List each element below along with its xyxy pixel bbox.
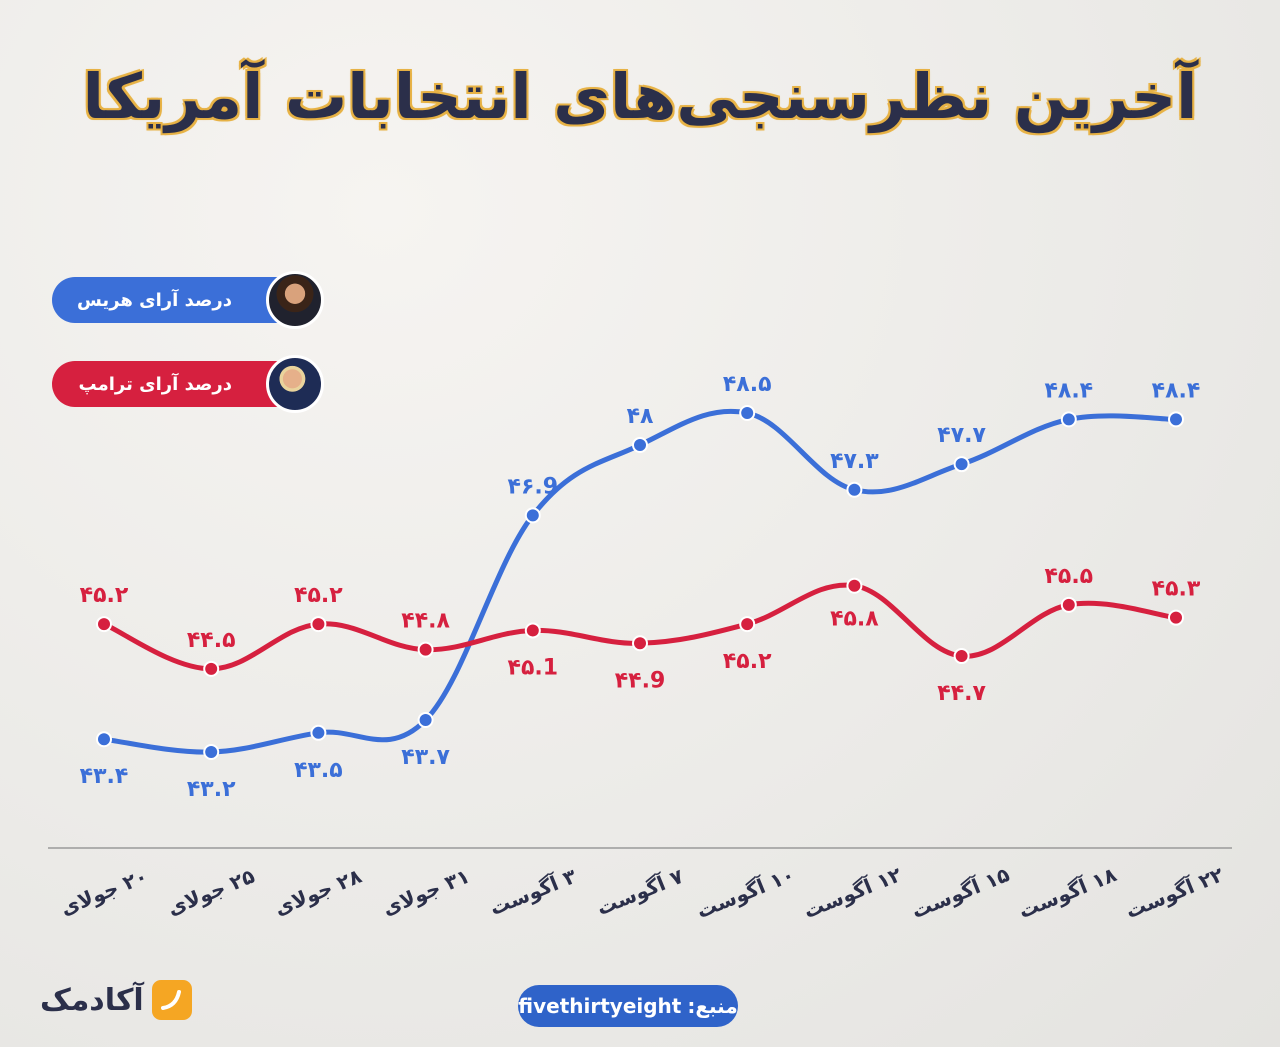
data-label-trump: ۴۵.۸ bbox=[830, 607, 879, 632]
data-point-harris bbox=[203, 744, 220, 760]
data-point-harris bbox=[953, 456, 970, 473]
data-point-trump bbox=[417, 641, 434, 658]
data-label-trump: ۴۵.۲ bbox=[723, 649, 772, 674]
source-prefix: منبع: bbox=[687, 994, 738, 1018]
data-label-harris: ۴۷.۷ bbox=[937, 423, 986, 448]
legend-harris: درصد آرای هریس bbox=[52, 277, 302, 323]
data-point-trump bbox=[953, 648, 970, 665]
source-badge: منبع: fivethirtyeight bbox=[518, 985, 738, 1027]
data-label-harris: ۴۸.۵ bbox=[723, 372, 772, 397]
data-point-trump bbox=[96, 616, 112, 633]
data-label-trump: ۴۵.۲ bbox=[294, 583, 343, 608]
brand-name: آکادمک bbox=[40, 982, 144, 1018]
data-point-trump bbox=[1168, 609, 1184, 626]
data-point-harris bbox=[310, 724, 327, 741]
data-label-harris: ۴۳.۷ bbox=[401, 745, 450, 770]
data-point-harris bbox=[524, 507, 541, 524]
data-point-harris bbox=[739, 405, 756, 421]
data-point-trump bbox=[310, 616, 327, 633]
legend-harris-label: درصد آرای هریس bbox=[76, 289, 232, 311]
data-label-trump: ۴۵.1 bbox=[508, 655, 559, 680]
data-label-trump: ۴۵.۲ bbox=[80, 583, 129, 608]
data-label-harris: ۴۸.۴ bbox=[1152, 378, 1201, 403]
data-label-trump: ۴۴.۷ bbox=[937, 681, 986, 706]
data-point-trump bbox=[632, 635, 648, 652]
data-label-harris: ۴۳.۵ bbox=[294, 758, 343, 783]
data-label-harris: ۴۸.۴ bbox=[1044, 378, 1093, 403]
data-point-trump bbox=[739, 616, 756, 633]
data-point-harris bbox=[96, 731, 112, 748]
data-point-harris bbox=[1168, 411, 1184, 428]
data-label-trump: ۴۴.9 bbox=[615, 668, 666, 693]
brand-logo: آکادمک bbox=[40, 980, 192, 1020]
data-label-trump: ۴۴.۵ bbox=[187, 628, 236, 653]
data-point-harris bbox=[846, 481, 863, 498]
data-point-trump bbox=[203, 660, 220, 677]
chart-title: آخرین نظرسنجی‌های انتخابات آمریکا bbox=[82, 60, 1198, 133]
data-label-harris: ۴۶.9 bbox=[508, 474, 559, 499]
source-name: fivethirtyeight bbox=[518, 994, 682, 1018]
legend-trump-label: درصد آرای ترامپ bbox=[78, 373, 232, 395]
data-point-harris bbox=[1060, 411, 1077, 428]
data-label-harris: ۴۳.۲ bbox=[187, 777, 236, 802]
trump-avatar-icon bbox=[266, 355, 324, 413]
data-label-trump: ۴۴.۸ bbox=[401, 609, 450, 634]
series-line-trump bbox=[101, 582, 1179, 672]
series-line-harris bbox=[101, 408, 1179, 755]
harris-avatar-icon bbox=[266, 271, 324, 329]
data-point-trump bbox=[1060, 596, 1077, 613]
data-label-trump: ۴۵.۳ bbox=[1152, 577, 1201, 602]
data-label-harris: ۴۸ bbox=[627, 404, 654, 429]
data-point-harris bbox=[632, 436, 648, 453]
data-point-trump bbox=[846, 577, 863, 594]
legend-trump: درصد آرای ترامپ bbox=[52, 361, 302, 407]
data-point-harris bbox=[417, 712, 434, 729]
data-point-trump bbox=[524, 622, 541, 639]
brand-mark-icon bbox=[151, 980, 192, 1020]
data-label-harris: ۴۳.۴ bbox=[80, 764, 129, 789]
data-label-trump: ۴۵.۵ bbox=[1044, 564, 1093, 589]
data-label-harris: ۴۷.۳ bbox=[830, 449, 879, 474]
